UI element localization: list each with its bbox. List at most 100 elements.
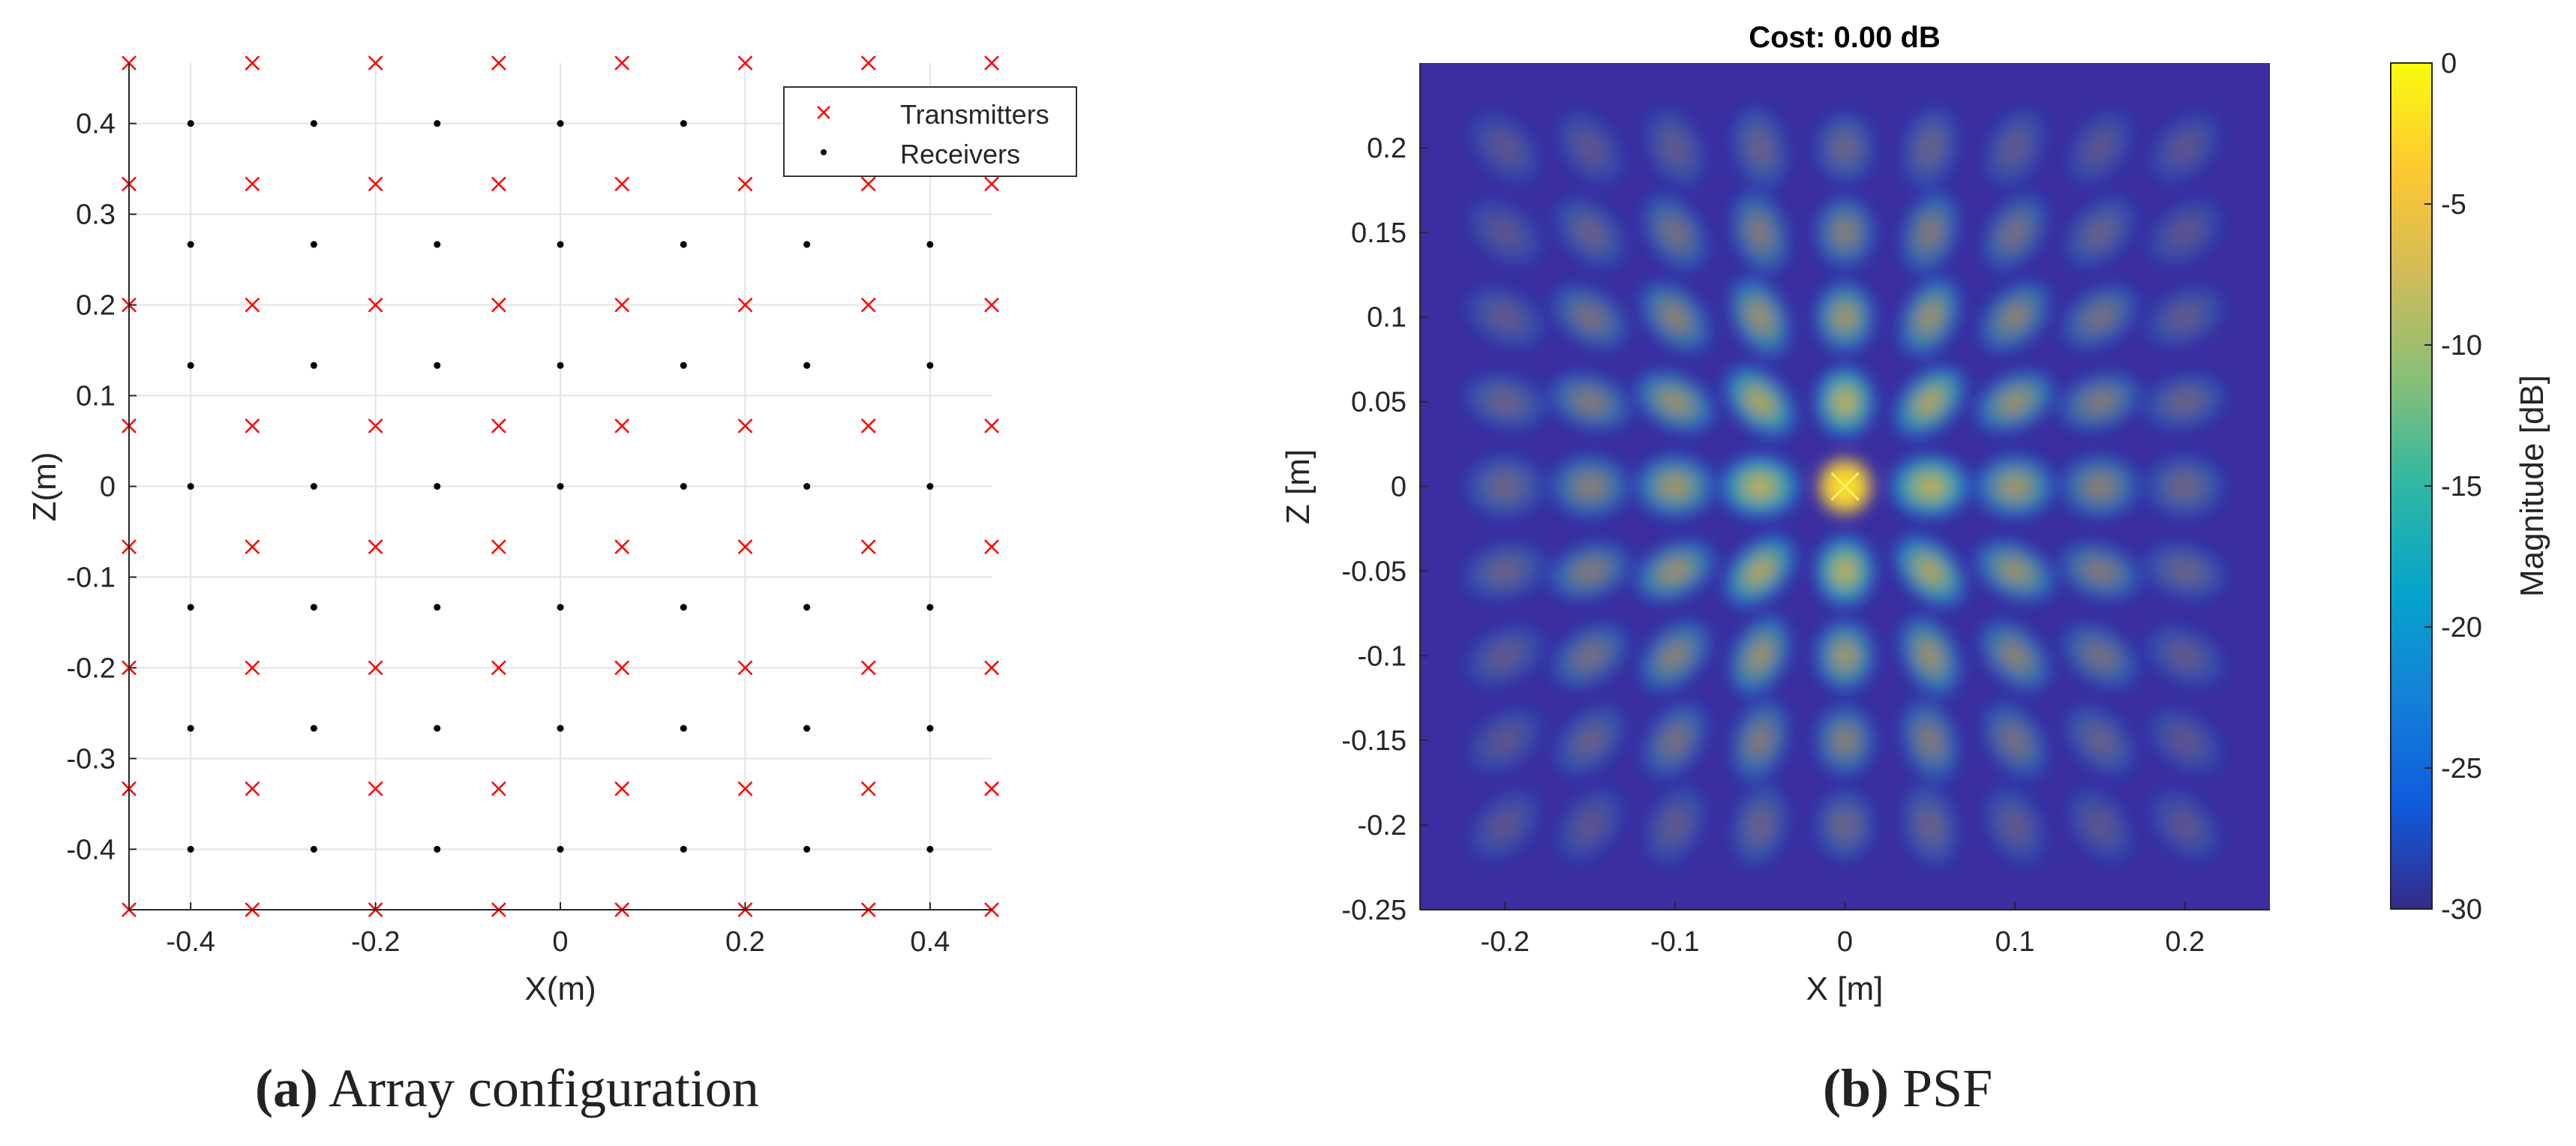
transmitter-point <box>491 781 506 796</box>
heatmap-lobe <box>1890 532 1969 610</box>
heatmap-lobe <box>1721 362 1800 441</box>
transmitter-point <box>368 660 383 676</box>
y-tick-label: -0.1 <box>1358 640 1407 672</box>
receiver-point <box>310 483 317 490</box>
receiver-point <box>310 241 317 248</box>
heatmap-lobe <box>1464 195 1547 269</box>
heatmap-lobe <box>1899 779 1962 872</box>
transmitter-point <box>984 56 999 70</box>
axes <box>1419 63 2270 910</box>
receiver-point <box>680 483 687 490</box>
transmitter-point <box>245 176 260 192</box>
heatmap-lobe <box>1639 698 1711 783</box>
transmitter-point <box>368 297 383 313</box>
legend[interactable]: Transmitters Receivers <box>783 86 1077 177</box>
receiver-point <box>310 845 317 853</box>
heatmap-lobe <box>1979 190 2051 274</box>
heatmap-lobe <box>1979 698 2051 783</box>
heatmap-lobe <box>2058 620 2142 692</box>
heatmap-lobe <box>1812 362 1878 441</box>
heatmap-lobe <box>1971 368 2059 436</box>
receiver-point <box>434 845 441 853</box>
heatmap-lobe <box>1898 695 1962 786</box>
receiver-point <box>803 362 811 369</box>
receiver-point <box>680 604 687 611</box>
transmitter-point <box>737 176 753 192</box>
heatmap-lobe <box>1545 369 1635 434</box>
receiver-point <box>187 362 194 369</box>
heatmap-lobe <box>1553 784 1627 867</box>
x-tick-label: 0.2 <box>725 926 765 958</box>
receiver-point <box>926 724 934 732</box>
heatmap-lobe <box>1890 362 1969 441</box>
transmitter-point <box>491 418 506 434</box>
heatmap-lobe <box>1812 786 1878 865</box>
receiver-point <box>926 604 934 611</box>
transmitter-point <box>491 660 506 676</box>
heatmap-lobe <box>2061 701 2139 780</box>
receiver-point <box>680 845 687 853</box>
colorbar-tick-label: -25 <box>2441 753 2482 784</box>
transmitter-point <box>614 418 630 434</box>
receiver-point <box>680 362 687 369</box>
y-tick-label: 0.3 <box>76 200 116 231</box>
heatmap-lobe <box>2058 280 2142 353</box>
heatmap-lobe <box>1812 193 1878 272</box>
heatmap-lobe <box>1721 532 1800 610</box>
receiver-point <box>926 241 934 248</box>
heatmap-lobe <box>1546 452 1634 521</box>
heatmap-lobe <box>1631 452 1719 521</box>
transmitter-point <box>737 660 753 676</box>
transmitter-point <box>737 781 753 796</box>
heatmap-lobe <box>2139 370 2231 434</box>
x-tick-label: 0.2 <box>2165 926 2205 958</box>
heatmap-lobe <box>1466 785 1545 865</box>
colorbar-tick-label: 0 <box>2441 48 2457 80</box>
heatmap-lobe <box>1551 701 1629 780</box>
heatmap-lobe <box>1975 278 2055 356</box>
transmitter-point <box>737 297 753 313</box>
transmitter-point <box>984 418 999 434</box>
y-tick-label: 0.1 <box>76 381 116 412</box>
transmitter-point <box>245 660 260 676</box>
heatmap-lobe <box>1728 101 1791 194</box>
x-tick-labels: -0.2 -0.1 0 0.1 0.2 <box>1481 926 2205 958</box>
receiver-point <box>680 120 687 128</box>
heatmap-lobe <box>2143 704 2226 778</box>
colorbar-tick-labels: 0 -5 -10 -15 -20 -25 -30 <box>2424 48 2482 926</box>
heatmap-lobe <box>1635 616 1715 695</box>
y-tick-label: -0.2 <box>67 652 116 684</box>
x-axis-label: X(m) <box>524 970 596 1007</box>
axes <box>128 63 992 910</box>
transmitter-point <box>245 539 260 555</box>
caption-b-label: (b) <box>1823 1058 1889 1118</box>
y-tick-label: -0.2 <box>1358 810 1407 842</box>
y-tick-label: 0.1 <box>1367 302 1407 334</box>
heatmap-lobe <box>1548 280 1632 353</box>
caption-array-configuration: (a) Array configuration <box>255 1058 759 1120</box>
transmitter-point <box>737 56 753 70</box>
heatmap-lobe <box>2143 195 2226 269</box>
transmitter-point <box>984 781 999 796</box>
x-tick-label: -0.4 <box>166 926 215 958</box>
colorbar-tick-label: -15 <box>2441 471 2482 502</box>
y-tick-labels: 0.2 0.15 0.1 0.05 0 -0.05 -0.1 -0.15 -0.2 -0.25 <box>1341 133 1407 926</box>
transmitter-point <box>368 418 383 434</box>
heatmap-lobe <box>1898 187 1962 278</box>
heatmap-lobe <box>1641 104 1710 192</box>
receiver-point <box>187 845 194 853</box>
heatmap-lobe <box>1812 278 1878 356</box>
receiver-point <box>803 604 811 611</box>
receiver-point <box>557 241 564 248</box>
legend-label-transmitters: Transmitters <box>900 99 1049 130</box>
heatmap-lobe <box>2141 622 2229 690</box>
x-tick-label: 0.1 <box>1995 926 2035 958</box>
receiver-point <box>803 483 811 490</box>
y-tick-label: -0.1 <box>67 562 116 593</box>
heatmap-lobe <box>1459 370 1551 434</box>
receiver-point <box>926 483 934 490</box>
heatmap-lobe <box>1553 106 1627 189</box>
x-tick-label: 0.4 <box>910 926 950 958</box>
y-tick-label: 0.4 <box>76 109 116 140</box>
receiver-point <box>187 604 194 611</box>
